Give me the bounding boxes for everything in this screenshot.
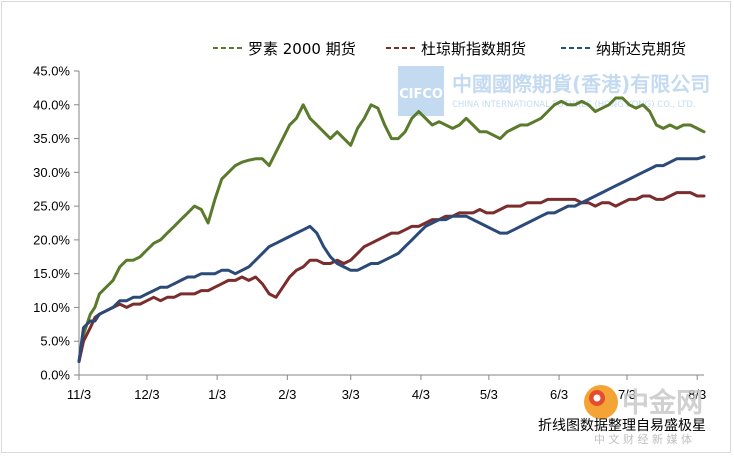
x-tick-label: 5/3 [480,387,498,402]
y-tick-label: 5.0% [40,334,70,349]
cifco-badge-text: CIFCO [399,87,443,102]
source-caption: 折线图数据整理自易盛极星 [538,418,706,434]
y-tick-label: 15.0% [33,266,70,281]
y-tick-label: 25.0% [33,199,70,214]
cnfol-brand-text: 中金网 [622,387,703,419]
y-tick-label: 0.0% [40,368,70,383]
x-tick-label: 8/3 [688,387,706,402]
x-tick-label: 11/3 [67,387,91,402]
x-tick-label: 2/3 [278,387,296,402]
y-tick-label: 30.0% [33,165,70,180]
cnfol-watermark: 中金网 中 文 财 经 新 媒 体 [584,385,703,446]
cifco-name-cn: 中國國際期貨(香港)有限公司 [452,72,710,96]
x-tick-label: 4/3 [412,387,430,402]
x-axis-ticks: 11/3 12/3 1/3 2/3 3/3 4/3 5/3 6/3 7/3 8/3 [67,375,706,402]
series-line-russell [77,96,706,363]
cifco-logo-badge [398,66,444,116]
x-tick-label: 1/3 [208,387,226,402]
y-axis-ticks: 0.0% 5.0% 10.0% 15.0% 20.0% 25.0% 30.0% 35.0% 40… [33,64,79,383]
y-tick-label: 40.0% [33,97,70,112]
y-tick-label: 20.0% [33,232,70,247]
x-tick-label: 7/3 [618,387,636,402]
x-tick-label: 12/3 [134,387,159,402]
legend: 罗素 2000 期货 杜琼斯指数期货 纳斯达克期货 [213,40,686,58]
legend-label-russell: 罗素 2000 期货 [248,40,356,58]
y-tick-label: 35.0% [33,131,70,146]
series-line-nasdaq [77,155,706,363]
x-tick-label: 3/3 [342,387,360,402]
y-tick-label: 45.0% [33,64,70,79]
series-line-dow [77,191,706,363]
legend-label-dow: 杜琼斯指数期货 [421,40,526,58]
cnfol-slogan-text: 中 文 财 经 新 媒 体 [594,432,692,446]
legend-label-nasdaq: 纳斯达克期货 [596,40,686,58]
cifco-watermark: CIFCO 中國國際期貨(香港)有限公司 CHINA INTERNATIONAL… [398,66,710,116]
y-tick-label: 10.0% [33,300,70,315]
series-layer [77,96,706,363]
x-tick-label: 6/3 [550,387,568,402]
cnfol-logo-icon-dot [593,394,601,402]
